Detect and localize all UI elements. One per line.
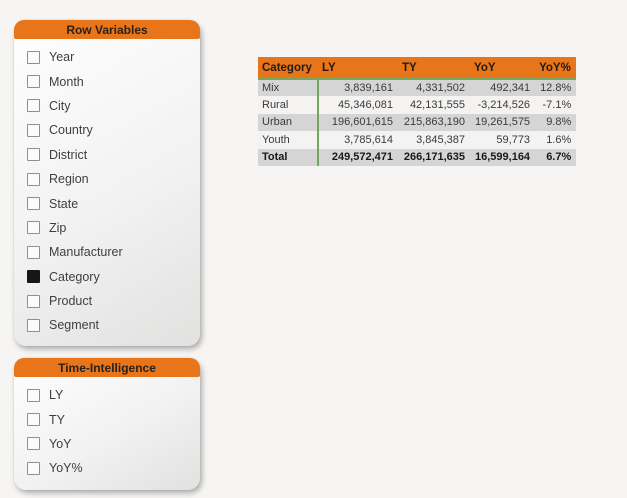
cell-ly: 45,346,081	[317, 96, 398, 114]
table-row: Rural 45,346,081 42,131,555 -3,214,526 -…	[258, 96, 577, 114]
cell-yoy: 492,341	[490, 82, 531, 95]
table-row: Urban 196,601,615 215,863,190 19,261,575…	[258, 113, 577, 132]
checkbox[interactable]	[27, 123, 40, 137]
time-intel-item[interactable]: YoY%	[27, 456, 192, 480]
cell-ly: 3,839,161	[317, 79, 398, 97]
time-intelligence-list: LY TY YoY YoY%	[14, 377, 200, 481]
cell-category: Total	[262, 151, 288, 164]
row-variables-panel: Row Variables Year Month City Country	[14, 20, 200, 346]
time-intelligence-title: Time-Intelligence	[58, 360, 156, 375]
checkbox[interactable]	[27, 318, 40, 332]
cell-ly: 249,572,471	[317, 148, 398, 166]
column-header-ly[interactable]: LY	[318, 57, 398, 80]
column-header-yoy[interactable]: YoY	[470, 57, 536, 80]
cell-category: Mix	[262, 82, 280, 95]
checkbox[interactable]	[27, 413, 40, 427]
checkbox-label: YoY	[49, 436, 72, 451]
row-variable-item[interactable]: Country	[27, 118, 192, 142]
checkbox-label: Country	[49, 123, 93, 138]
row-variable-item[interactable]: Segment	[27, 313, 192, 337]
row-variable-item[interactable]: Region	[27, 167, 192, 191]
row-variable-item[interactable]: Month	[27, 69, 192, 93]
checkbox[interactable]	[27, 294, 40, 308]
cell-ly: 196,601,615	[317, 113, 398, 132]
checkbox[interactable]	[27, 99, 40, 113]
time-intelligence-panel: Time-Intelligence LY TY YoY YoY%	[14, 358, 200, 490]
row-variable-item[interactable]: State	[27, 191, 192, 215]
checkbox[interactable]	[27, 148, 40, 162]
time-intel-item[interactable]: YoY	[27, 432, 192, 456]
category-report-table: Category LY TY YoY YoY% Mix 3,839,161 4,…	[258, 57, 577, 166]
cell-ty: 42,131,555	[409, 99, 465, 112]
cell-yoy: -3,214,526	[477, 99, 531, 112]
checkbox-label: City	[49, 98, 71, 113]
table-header-row: Category LY TY YoY YoY%	[258, 57, 577, 80]
checkbox-label: Region	[49, 172, 89, 187]
column-header-yoypct[interactable]: YoY%	[535, 57, 577, 80]
cell-yoypct: 9.8%	[546, 116, 572, 129]
table-row: Total 249,572,471 266,171,635 16,599,164…	[258, 148, 577, 166]
checkbox-label: Product	[49, 294, 93, 309]
cell-ty: 4,331,502	[416, 82, 465, 95]
row-variable-item[interactable]: City	[27, 94, 192, 118]
checkbox[interactable]	[27, 75, 40, 89]
cell-ty: 266,171,635	[403, 151, 465, 164]
checkbox-label: TY	[49, 412, 65, 427]
checkbox[interactable]	[27, 221, 40, 235]
table-row: Mix 3,839,161 4,331,502 492,341 12.8%	[258, 79, 577, 97]
column-header-category[interactable]: Category	[258, 57, 318, 80]
row-variables-title: Row Variables	[66, 22, 148, 37]
row-variable-item[interactable]: Category	[27, 265, 192, 289]
cell-yoypct: 1.6%	[546, 133, 572, 146]
cell-ty: 215,863,190	[403, 116, 465, 129]
row-variable-item[interactable]: Zip	[27, 216, 192, 240]
checkbox-label: State	[49, 196, 79, 211]
cell-yoypct: 6.7%	[546, 151, 572, 164]
checkbox-label: LY	[49, 388, 64, 403]
cell-ty: 3,845,387	[416, 133, 465, 146]
cell-yoy: 19,261,575	[475, 116, 531, 129]
row-variables-header: Row Variables	[14, 20, 200, 39]
checkbox-label: Manufacturer	[49, 245, 123, 260]
checkbox-label: Category	[49, 269, 100, 284]
row-variables-list: Year Month City Country District	[14, 39, 200, 338]
checkbox[interactable]	[27, 197, 40, 211]
time-intelligence-header: Time-Intelligence	[14, 358, 200, 377]
checkbox[interactable]	[27, 461, 40, 475]
cell-category: Rural	[262, 99, 289, 112]
checkbox-label: Segment	[49, 318, 100, 333]
table-row: Youth 3,785,614 3,845,387 59,773 1.6%	[258, 131, 577, 149]
checkbox[interactable]	[27, 172, 40, 186]
column-header-ty[interactable]: TY	[398, 57, 470, 80]
row-variable-item[interactable]: Product	[27, 289, 192, 313]
checkbox-label: Month	[49, 74, 84, 89]
cell-ly: 3,785,614	[317, 131, 398, 149]
cell-yoypct: -7.1%	[542, 99, 572, 112]
checkbox[interactable]	[27, 270, 40, 284]
time-intel-item[interactable]: TY	[27, 407, 192, 431]
time-intel-item[interactable]: LY	[27, 383, 192, 407]
checkbox[interactable]	[27, 388, 40, 402]
checkbox[interactable]	[27, 50, 40, 64]
checkbox[interactable]	[27, 245, 40, 259]
cell-category: Youth	[262, 133, 290, 146]
checkbox[interactable]	[27, 437, 40, 451]
cell-yoy: 59,773	[496, 133, 531, 146]
cell-yoy: 16,599,164	[475, 151, 531, 164]
checkbox-label: District	[49, 147, 88, 162]
row-variable-item[interactable]: District	[27, 143, 192, 167]
cell-category: Urban	[262, 116, 292, 129]
checkbox-label: YoY%	[49, 461, 83, 476]
checkbox-label: Year	[49, 50, 75, 65]
row-variable-item[interactable]: Year	[27, 45, 192, 69]
row-variable-item[interactable]: Manufacturer	[27, 240, 192, 264]
cell-yoypct: 12.8%	[540, 82, 572, 95]
checkbox-label: Zip	[49, 220, 67, 235]
